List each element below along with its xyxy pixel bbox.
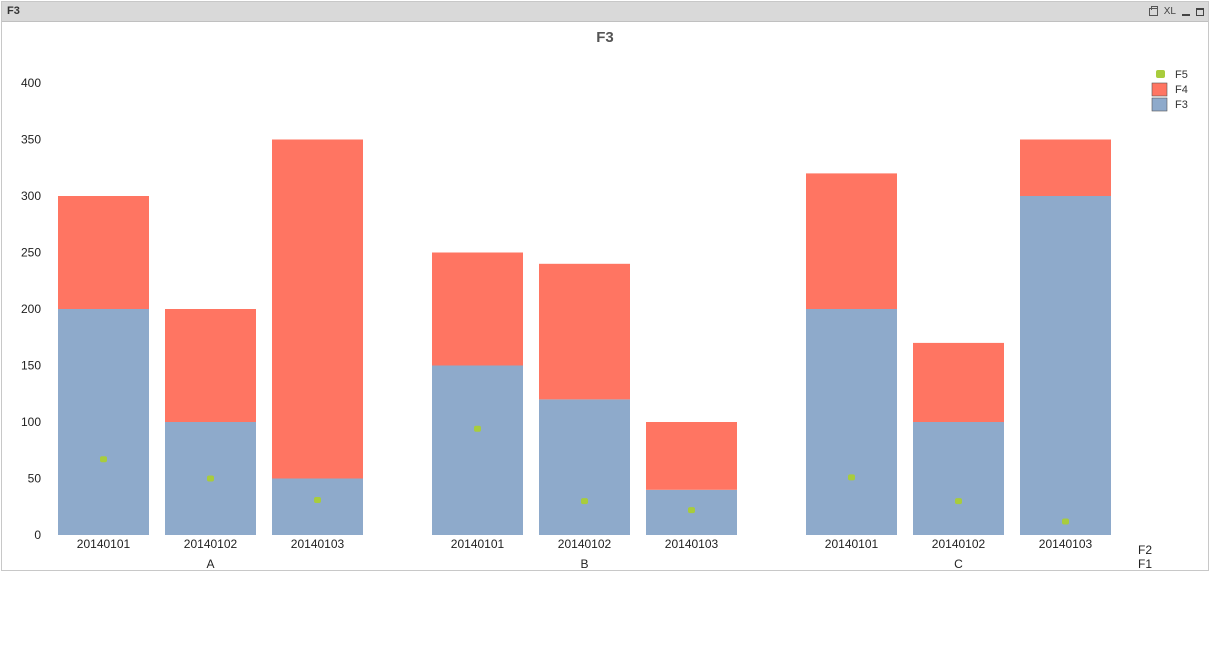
bar-segment-f3 [913, 422, 1004, 535]
f5-point [100, 456, 107, 463]
x-axis: 20140101 20140102 20140103 A 20140101 2014010… [77, 537, 1153, 571]
window-titlebar[interactable]: F3 XL [2, 2, 1208, 22]
bar-segment-f4 [165, 309, 256, 422]
dimension-label-f1: F1 [1138, 557, 1152, 571]
bar-segment-f3 [432, 365, 523, 535]
bar-segment-f4 [58, 196, 149, 309]
y-tick-label: 0 [34, 528, 41, 542]
legend-label-f5: F5 [1175, 69, 1188, 81]
x-tick-label: 20140102 [558, 537, 612, 551]
bar-segment-f3 [806, 309, 897, 535]
bar-segment-f4 [1020, 139, 1111, 196]
maximize-icon[interactable] [1196, 8, 1204, 16]
x-tick-label: 20140103 [1039, 537, 1093, 551]
f5-point [955, 498, 962, 505]
group-label: B [580, 557, 588, 571]
y-tick-label: 150 [21, 359, 41, 373]
legend[interactable]: F5 F4 F3 [1151, 69, 1188, 112]
window-controls: XL [1148, 5, 1204, 19]
group-label: C [954, 557, 963, 571]
x-tick-label: 20140103 [291, 537, 345, 551]
f5-point [314, 496, 321, 503]
f5-point [207, 475, 214, 482]
y-tick-label: 100 [21, 415, 41, 429]
x-tick-label: 20140101 [77, 537, 131, 551]
bar-segment-f3 [1020, 196, 1111, 535]
y-tick-label: 250 [21, 246, 41, 260]
y-axis: 0 50 100 150 200 250 300 350 400 [21, 76, 41, 542]
bar-segment-f3 [58, 309, 149, 535]
legend-swatch-f5 [1156, 70, 1165, 78]
x-tick-label: 20140102 [932, 537, 986, 551]
x-tick-label: 20140101 [825, 537, 879, 551]
legend-swatch-f3 [1151, 97, 1168, 112]
y-tick-label: 300 [21, 189, 41, 203]
chart-title: F3 [596, 29, 614, 46]
y-tick-label: 50 [28, 472, 42, 486]
bars-layer [58, 139, 1111, 535]
bar-segment-f4 [432, 252, 523, 366]
bar-segment-f4 [272, 139, 363, 479]
legend-label-f4: F4 [1175, 84, 1188, 96]
f5-point [581, 498, 588, 505]
y-tick-label: 350 [21, 133, 41, 147]
minimize-icon[interactable] [1182, 14, 1190, 16]
y-tick-label: 400 [21, 76, 41, 90]
dimension-label-f2: F2 [1138, 543, 1152, 557]
y-tick-label: 200 [21, 302, 41, 316]
bar-segment-f3 [539, 399, 630, 535]
f5-symbols-layer [100, 425, 1069, 525]
bar-segment-f3 [272, 478, 363, 535]
bar-segment-f4 [913, 342, 1004, 422]
f5-point [474, 425, 481, 432]
bar-segment-f4 [539, 263, 630, 400]
f5-point [1062, 518, 1069, 525]
bar-segment-f4 [646, 422, 737, 490]
x-tick-label: 20140102 [184, 537, 238, 551]
x-tick-label: 20140103 [665, 537, 719, 551]
legend-swatch-f4 [1151, 82, 1168, 97]
f5-point [688, 507, 695, 514]
x-tick-label: 20140101 [451, 537, 505, 551]
window-title: F3 [7, 5, 20, 17]
f5-point [848, 474, 855, 481]
group-label: A [206, 557, 214, 571]
xl-export-button[interactable]: XL [1163, 6, 1176, 17]
legend-label-f3: F3 [1175, 99, 1188, 111]
print-icon[interactable] [1148, 6, 1158, 16]
bar-segment-f4 [806, 173, 897, 309]
